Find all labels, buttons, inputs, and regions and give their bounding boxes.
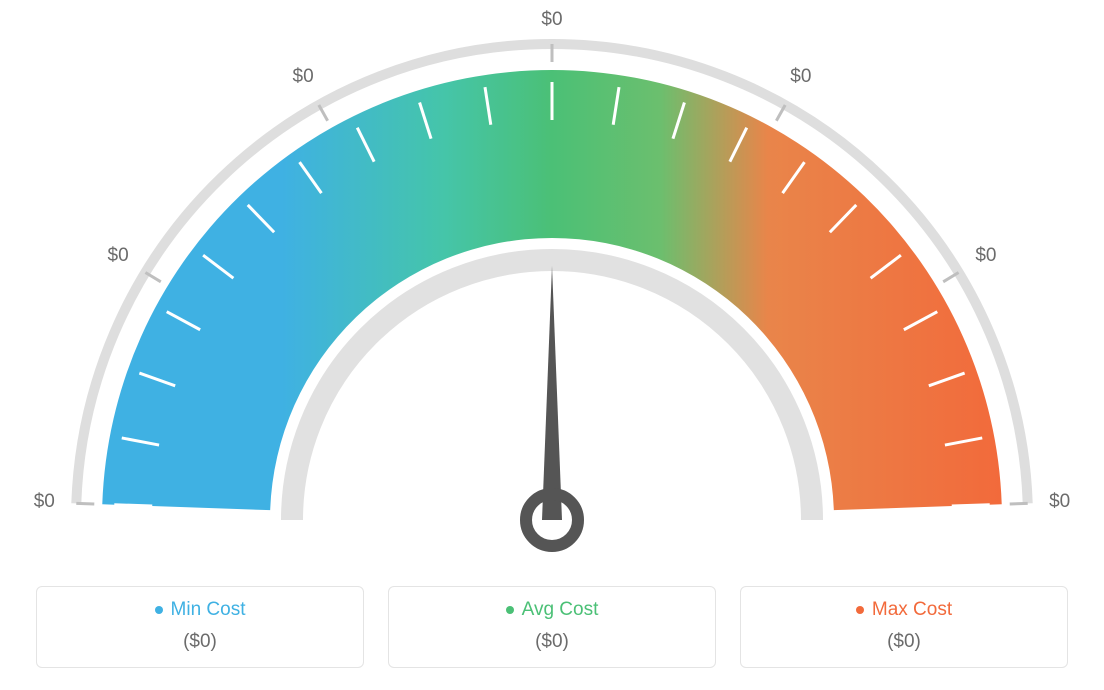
gauge-tick-label: $0 [34,491,55,513]
legend-title-avg: Avg Cost [506,599,599,621]
gauge-tick [114,505,152,506]
legend-dot-min [155,606,163,614]
legend-value-avg: ($0) [405,631,699,653]
gauge-wrap: $0$0$0$0$0$0$0 [42,10,1062,570]
gauge-svg [42,10,1062,570]
gauge-tick-label: $0 [293,66,314,88]
gauge-outer-tick [76,503,94,504]
legend-dot-avg [506,606,514,614]
gauge-tick-label: $0 [1049,491,1070,513]
gauge-tick [952,505,990,506]
legend-value-max: ($0) [757,631,1051,653]
legend-value-min: ($0) [53,631,347,653]
gauge-tick-label: $0 [108,245,129,267]
legend-label-avg: Avg Cost [522,599,599,621]
legend-card-min: Min Cost ($0) [36,586,364,668]
gauge-needle [542,266,562,520]
gauge-chart-container: $0 $0 $0 $0 $0 $0 $0 Min Cost ($0) Avg Cost ($… [0,0,1104,690]
legend-card-avg: Avg Cost ($0) [388,586,716,668]
legend-dot-max [856,606,864,614]
gauge-outer-tick [1010,503,1028,504]
legend-row: Min Cost ($0) Avg Cost ($0) Max Cost ($0… [36,586,1068,668]
legend-title-min: Min Cost [155,599,246,621]
legend-card-max: Max Cost ($0) [740,586,1068,668]
gauge-tick-label: $0 [790,66,811,88]
gauge-tick-label: $0 [975,245,996,267]
gauge-tick-label: $0 [541,9,562,31]
legend-label-min: Min Cost [171,599,246,621]
legend-title-max: Max Cost [856,599,952,621]
legend-label-max: Max Cost [872,599,952,621]
